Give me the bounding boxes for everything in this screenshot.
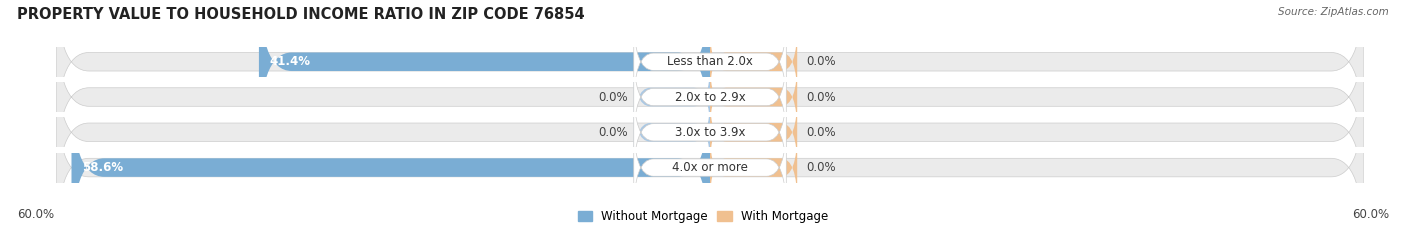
FancyBboxPatch shape: [634, 17, 786, 107]
Legend: Without Mortgage, With Mortgage: Without Mortgage, With Mortgage: [574, 206, 832, 228]
Text: 3.0x to 3.9x: 3.0x to 3.9x: [675, 126, 745, 139]
Text: Source: ZipAtlas.com: Source: ZipAtlas.com: [1278, 7, 1389, 17]
Text: 60.0%: 60.0%: [1353, 208, 1389, 221]
FancyBboxPatch shape: [634, 122, 786, 213]
Text: PROPERTY VALUE TO HOUSEHOLD INCOME RATIO IN ZIP CODE 76854: PROPERTY VALUE TO HOUSEHOLD INCOME RATIO…: [17, 7, 585, 22]
FancyBboxPatch shape: [72, 87, 710, 234]
Text: Less than 2.0x: Less than 2.0x: [666, 55, 754, 68]
FancyBboxPatch shape: [56, 87, 1364, 234]
FancyBboxPatch shape: [634, 62, 710, 133]
Text: 0.0%: 0.0%: [806, 161, 835, 174]
Text: 41.4%: 41.4%: [270, 55, 311, 68]
FancyBboxPatch shape: [710, 97, 797, 168]
FancyBboxPatch shape: [634, 52, 786, 142]
Text: 60.0%: 60.0%: [17, 208, 53, 221]
FancyBboxPatch shape: [56, 52, 1364, 213]
Text: 0.0%: 0.0%: [806, 91, 835, 103]
Text: 0.0%: 0.0%: [599, 126, 628, 139]
FancyBboxPatch shape: [634, 97, 710, 168]
Text: 0.0%: 0.0%: [806, 126, 835, 139]
FancyBboxPatch shape: [710, 62, 797, 133]
FancyBboxPatch shape: [710, 132, 797, 203]
FancyBboxPatch shape: [56, 0, 1364, 142]
FancyBboxPatch shape: [259, 0, 710, 142]
FancyBboxPatch shape: [634, 87, 786, 177]
Text: 4.0x or more: 4.0x or more: [672, 161, 748, 174]
Text: 0.0%: 0.0%: [806, 55, 835, 68]
Text: 0.0%: 0.0%: [599, 91, 628, 103]
Text: 2.0x to 2.9x: 2.0x to 2.9x: [675, 91, 745, 103]
Text: 58.6%: 58.6%: [83, 161, 124, 174]
FancyBboxPatch shape: [710, 26, 797, 97]
FancyBboxPatch shape: [56, 17, 1364, 177]
